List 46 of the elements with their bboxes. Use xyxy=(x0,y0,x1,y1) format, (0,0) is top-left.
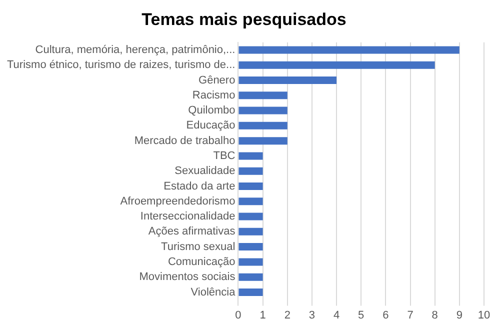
bar xyxy=(238,167,263,175)
y-tick-label: Quilombo xyxy=(188,104,236,117)
bar xyxy=(238,228,263,236)
bar xyxy=(238,137,288,145)
y-tick-label: Violência xyxy=(190,286,236,298)
y-tick-label: Afroempreendedorismo xyxy=(120,195,236,208)
y-tick-label: Turismo sexual xyxy=(161,240,236,253)
chart-title: Temas mais pesquisados xyxy=(142,10,346,29)
x-tick-label: 9 xyxy=(456,309,462,322)
y-tick-label: Cultura, memória, herença, patrimônio,... xyxy=(35,44,236,56)
bar xyxy=(238,76,337,84)
bar xyxy=(238,198,263,206)
x-tick-label: 8 xyxy=(432,309,438,322)
x-tick-label: 2 xyxy=(284,309,290,322)
x-tick-label: 4 xyxy=(333,309,340,322)
x-tick-label: 6 xyxy=(382,309,389,322)
y-tick-label: Movimentos sociais xyxy=(139,271,236,284)
x-tick-label: 7 xyxy=(407,309,414,322)
y-tick-label: Racismo xyxy=(192,89,236,102)
bar xyxy=(238,92,288,100)
bar xyxy=(238,182,263,190)
bar xyxy=(238,243,263,251)
bar xyxy=(238,46,460,54)
bar xyxy=(238,152,263,160)
y-tick-label: Sexualidade xyxy=(174,165,236,178)
y-tick-label: Ações afirmativas xyxy=(148,226,236,238)
x-tick-label: 0 xyxy=(235,309,242,322)
bar xyxy=(238,258,263,266)
bar xyxy=(238,106,288,114)
y-tick-label: Interseccionalidade xyxy=(140,210,236,223)
x-tick-label: 5 xyxy=(358,309,364,322)
bar xyxy=(238,273,263,281)
bar xyxy=(238,61,435,69)
bar xyxy=(238,288,263,296)
bar xyxy=(238,212,263,220)
y-tick-label: Estado da arte xyxy=(164,180,236,192)
y-tick-label: Educação xyxy=(186,120,236,132)
y-tick-label: Comunicação xyxy=(168,256,236,268)
bar xyxy=(238,122,288,130)
y-tick-label: Turismo étnico, turismo de raizes, turismo de... xyxy=(6,59,236,72)
y-tick-label: Mercado de trabalho xyxy=(134,134,236,147)
y-tick-label: TBC xyxy=(213,150,236,162)
x-tick-label: 10 xyxy=(478,309,490,322)
x-tick-label: 3 xyxy=(308,309,316,322)
y-tick-label: Gênero xyxy=(198,74,236,86)
x-tick-label: 1 xyxy=(260,309,266,322)
